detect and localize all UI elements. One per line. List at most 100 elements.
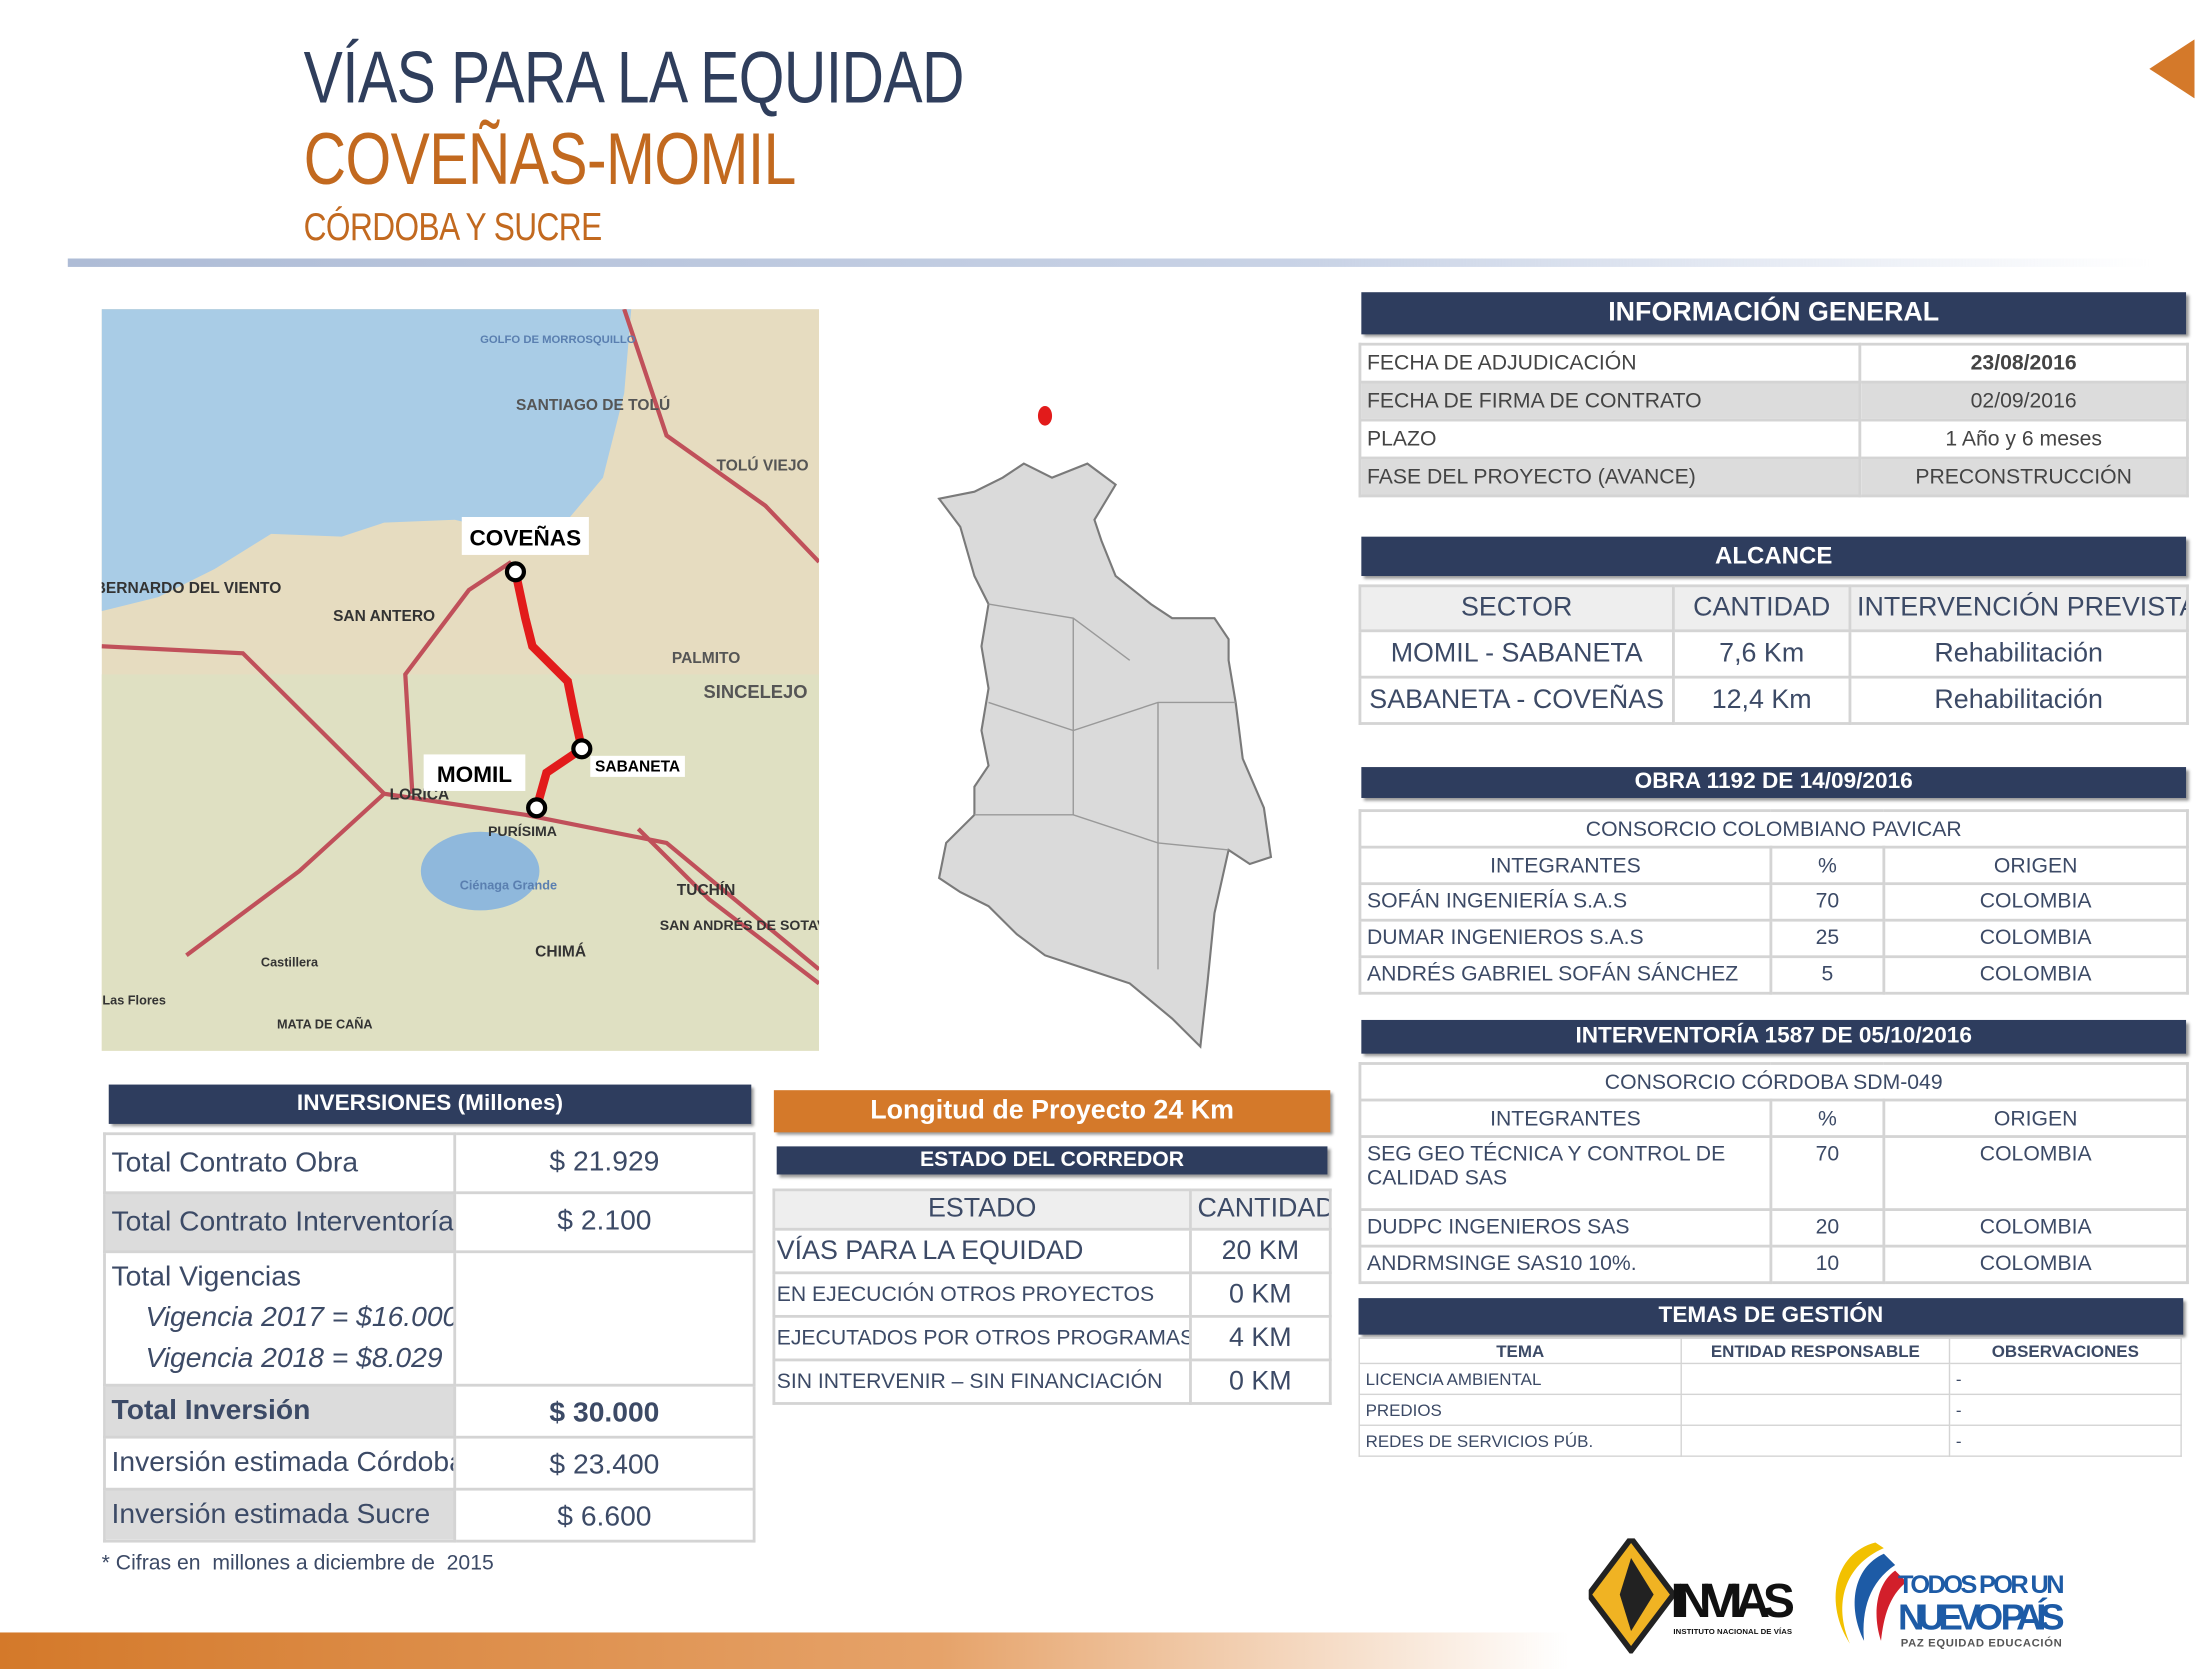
route-label-box [461, 516, 589, 555]
row: INTEGRANTES% ORIGEN [1358, 1098, 2189, 1138]
row: EJECUTADOS POR OTROS PROGRAMAS 4 KM [772, 1314, 1332, 1362]
row: ANDRMSINGE SAS10 10%. 10 COLOMBIA [1358, 1244, 2189, 1285]
row: PREDIOS - [1358, 1393, 2182, 1426]
row-label: Total Vigencias [111, 1261, 302, 1293]
cell: COLOMBIA [1882, 955, 2189, 995]
row: EN EJECUCIÓN OTROS PROYECTOS 0 KM [772, 1271, 1332, 1318]
row: SIN INTERVENIR – SIN FINANCIACIÓN 0 KM [772, 1358, 1332, 1405]
cell: COLOMBIA [1882, 882, 2189, 922]
map-label: PURÍSIMA [488, 823, 557, 839]
map-label: TUCHÍN [677, 882, 736, 899]
map-label: Las Flores [102, 994, 165, 1008]
row: CONSORCIO CÓRDOBA SDM-049 [1358, 1062, 2189, 1102]
road [622, 309, 820, 564]
map-label: Castillera [261, 956, 319, 970]
lake [420, 831, 540, 911]
column-header: INTERVENCIÓN PREVISTA [1848, 584, 2189, 633]
map-label: Ciénaga Grande [460, 878, 557, 892]
cell: SIN INTERVENIR – SIN FINANCIACIÓN [772, 1358, 1192, 1405]
row: DUDPC INGENIEROS SAS 20 COLOMBIA [1358, 1208, 2189, 1248]
row-label: Total Contrato Interventoría [111, 1206, 454, 1237]
cell: PRECONSTRUCCIÓN [1858, 456, 2189, 498]
cell: $ 6.600 [453, 1487, 756, 1543]
cell: PREDIOS [1358, 1393, 1682, 1426]
cell: Inversión estimada Sucre [103, 1487, 457, 1543]
info-table: FECHA DE ADJUDICACIÓN 23/08/2016 FECHA DE … [1358, 342, 2189, 498]
row-label: Total Contrato Obra [111, 1147, 359, 1178]
road [636, 827, 820, 986]
cell: PLAZO [1358, 418, 1862, 460]
cell: Rehabilitación [1848, 675, 2189, 725]
column-header: ESTADO [772, 1188, 1192, 1231]
cell: 12,4 Km [1672, 675, 1852, 725]
cell: - [1948, 1362, 2182, 1396]
cell: COLOMBIA [1882, 918, 2189, 959]
cell: $ 30.000 [453, 1383, 756, 1439]
route-label: SABANETA [595, 759, 680, 776]
row: DUMAR INGENIEROS S.A.S 25 COLOMBIA [1358, 918, 2189, 959]
row-detail: Vigencia 2018 = $8.029 [145, 1343, 443, 1374]
invias-sub: INSTITUTO NACIONAL DE VÍAS [1673, 1627, 1792, 1636]
column-header: CANTIDAD [1672, 584, 1852, 633]
row: SECTOR CANTIDAD INTERVENCIÓN PREVISTA [1358, 584, 2189, 633]
cell: 10 [1769, 1244, 1886, 1285]
row: FECHA DE FIRMA DE CONTRATO 02/09/2016 [1358, 380, 2189, 422]
row-label: Inversión estimada Sucre [111, 1499, 431, 1530]
row: TEMA ENTIDAD RESPONSABLE OBSERVACIONES [1358, 1337, 2182, 1365]
cell: Total Contrato Interventoría [103, 1191, 457, 1254]
row: Inversión estimada Córdoba $ 23.400 [103, 1435, 756, 1491]
route-label-box [423, 754, 526, 791]
row: SABANETA - COVEÑAS 12,4 Km Rehabilitación [1358, 675, 2189, 725]
cell: COLOMBIA [1882, 1244, 2189, 1285]
row: PLAZO 1 Año y 6 meses [1358, 418, 2189, 460]
cell: - [1948, 1393, 2182, 1426]
cell: DUMAR INGENIEROS S.A.S [1358, 918, 1773, 959]
interventoria-table: CONSORCIO CÓRDOBA SDM-049 INTEGRANTES% ORI… [1358, 1062, 2189, 1285]
cell: Total Vigencias Vigencia 2017 = $16.000 Vi… [103, 1250, 457, 1387]
road [185, 792, 386, 958]
cell: $ 21.929 [453, 1132, 756, 1195]
map-label: SANTIAGO DE TOLÚ [516, 396, 670, 414]
route [511, 570, 587, 809]
obra-table: CONSORCIO COLOMBIANO PAVICAR INTEGRANTES%… [1358, 809, 2189, 995]
map-label: GOLFO DE MORROSQUILLO [480, 334, 636, 346]
cell [1680, 1424, 1951, 1457]
sea [101, 309, 632, 612]
cell: EJECUTADOS POR OTROS PROGRAMAS [772, 1314, 1192, 1362]
section-header: ESTADO DEL CORREDOR [776, 1146, 1328, 1175]
row: ESTADO CANTIDAD [772, 1188, 1332, 1231]
row: SEG GEO TÉCNICA Y CONTROL DE CALIDAD SAS… [1358, 1135, 2189, 1212]
map-label: MATA DE CAÑA [277, 1016, 373, 1031]
cell: SOFÁN INGENIERÍA S.A.S [1358, 882, 1773, 922]
title: VÍAS PARA LA EQUIDAD [303, 37, 965, 120]
row: MOMIL - SABANETA 7,6 Km Rehabilitación [1358, 629, 2189, 679]
row: Total Inversión $ 30.000 [103, 1383, 756, 1439]
invias-name: INVIAS [1671, 1575, 1795, 1628]
cell: 5 [1769, 955, 1886, 995]
cell [453, 1250, 756, 1387]
swoosh-blue [1854, 1553, 1896, 1641]
row-detail: Vigencia 2017 = $16.000 [145, 1302, 455, 1334]
cell: COLOMBIA [1882, 1208, 2189, 1248]
cell: Total Contrato Obra [103, 1132, 457, 1195]
inversiones-table: Total Contrato Obra $ 21.929 Total Contrat… [103, 1132, 756, 1543]
cell: VÍAS PARA LA EQUIDAD [772, 1227, 1192, 1275]
cell: ANDRMSINGE SAS10 10%. [1358, 1244, 1773, 1285]
section-header: ALCANCE [1361, 536, 2187, 577]
column-header: ORIGEN [1882, 1098, 2189, 1138]
footnote: * Cifras en millones a diciembre de 2015 [101, 1550, 494, 1575]
column-header: SECTOR [1358, 584, 1675, 633]
map-label: SAN ANDRÉS DE SOTAVENTO [660, 917, 819, 933]
row: Total Contrato Obra $ 21.929 [103, 1132, 756, 1195]
alcance-table: SECTOR CANTIDAD INTERVENCIÓN PREVISTA MOMIL… [1358, 584, 2189, 725]
column-header: CANTIDAD [1189, 1188, 1332, 1231]
map-label: PALMITO [672, 650, 740, 667]
cell: MOMIL - SABANETA [1358, 629, 1675, 679]
row: LICENCIA AMBIENTAL - [1358, 1362, 2182, 1396]
section-header: OBRA 1192 DE 14/09/2016 [1361, 767, 2187, 798]
cell: 7,6 Km [1672, 629, 1852, 679]
swoosh-yellow [1835, 1542, 1884, 1644]
column-header: ORIGEN [1882, 845, 2189, 886]
road [101, 644, 820, 971]
column-header: INTEGRANTES [1358, 1098, 1773, 1138]
